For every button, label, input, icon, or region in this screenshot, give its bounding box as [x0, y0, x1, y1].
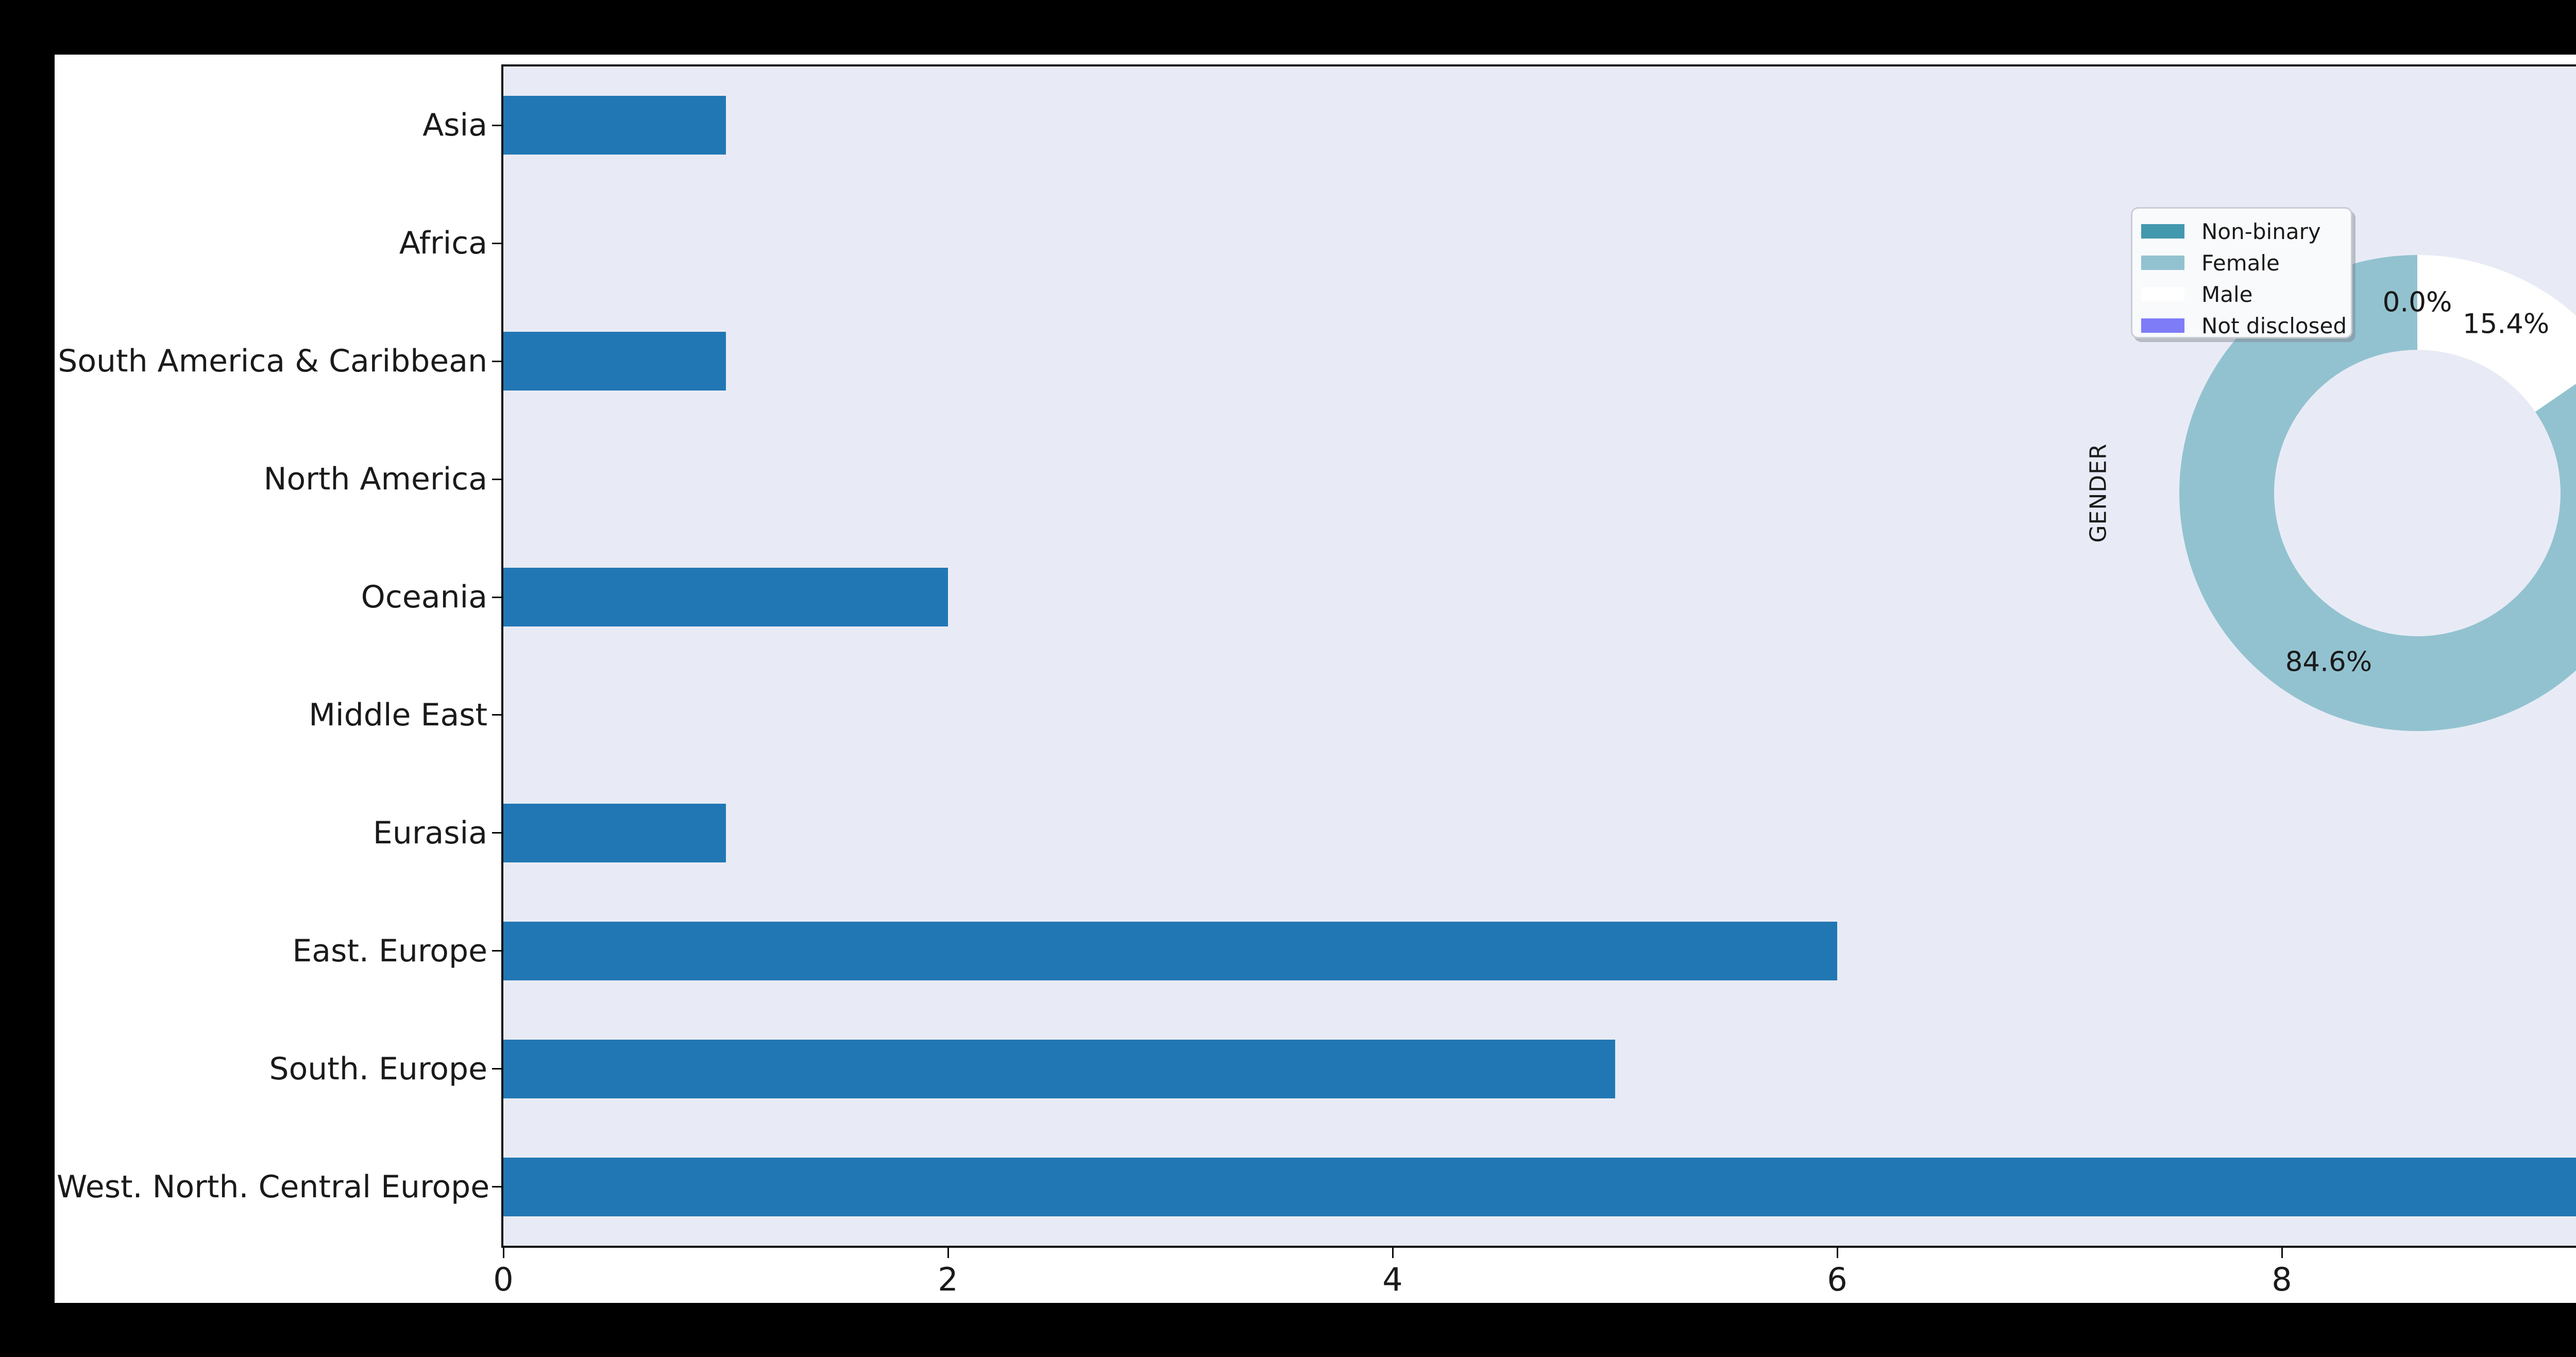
- bar: [503, 921, 1837, 980]
- x-tick-label: 6: [1827, 1261, 1848, 1298]
- y-tick-mark: [492, 360, 501, 362]
- x-tick-label: 8: [2272, 1261, 2292, 1298]
- pct-label: 84.6%: [2285, 646, 2372, 678]
- y-tick-mark: [492, 832, 501, 834]
- y-tick-label: North America: [263, 461, 487, 498]
- y-tick-mark: [492, 124, 501, 126]
- y-tick-label: South America & Caribbean: [58, 343, 487, 380]
- bar: [503, 1039, 1615, 1098]
- donut-axis-label: GENDER: [2085, 443, 2112, 543]
- legend-label: Male: [2201, 282, 2253, 307]
- y-tick-label: Oceania: [361, 579, 487, 616]
- legend-item: Non-binary: [2132, 216, 2351, 247]
- x-tick-label: 4: [1382, 1261, 1403, 1298]
- legend-swatch: [2141, 224, 2184, 239]
- y-tick-label: Asia: [422, 107, 487, 144]
- x-tick-label: 2: [938, 1261, 958, 1298]
- y-tick-label: Africa: [399, 225, 487, 262]
- legend-label: Female: [2201, 250, 2280, 276]
- x-tick-mark: [947, 1248, 949, 1258]
- y-tick-mark: [492, 596, 501, 598]
- x-tick-label: 0: [493, 1261, 514, 1298]
- y-tick-mark: [492, 242, 501, 244]
- x-tick-mark: [1836, 1248, 1838, 1258]
- legend-label: Not disclosed: [2201, 313, 2347, 338]
- legend-item: Female: [2132, 247, 2351, 279]
- legend-swatch: [2141, 287, 2184, 301]
- y-tick-mark: [492, 950, 501, 952]
- y-tick-label: Middle East: [309, 697, 487, 733]
- y-tick-mark: [492, 1068, 501, 1070]
- x-tick-mark: [2281, 1248, 2283, 1258]
- x-tick-mark: [502, 1248, 504, 1258]
- y-tick-mark: [492, 478, 501, 480]
- y-tick-label: West. North. Central Europe: [57, 1168, 490, 1205]
- bar: [503, 1157, 2576, 1216]
- legend-item: Male: [2132, 279, 2351, 310]
- bar: [503, 568, 948, 627]
- y-tick-label: Eurasia: [372, 815, 487, 851]
- pct-label: 0.0%: [2382, 286, 2452, 318]
- y-tick-mark: [492, 714, 501, 716]
- legend-swatch: [2141, 318, 2184, 333]
- pct-label: 15.4%: [2462, 308, 2550, 340]
- pct-label: 0.0%: [2382, 286, 2452, 318]
- legend-item: Not disclosed: [2132, 310, 2351, 342]
- bar: [503, 803, 726, 862]
- legend: Non-binary Female Male Not disclosed: [2131, 207, 2352, 338]
- y-tick-label: South. Europe: [269, 1050, 487, 1087]
- legend-swatch: [2141, 256, 2184, 270]
- bar: [503, 332, 726, 391]
- y-tick-mark: [492, 1186, 501, 1188]
- y-tick-label: East. Europe: [292, 932, 487, 969]
- legend-label: Non-binary: [2201, 219, 2321, 244]
- x-tick-mark: [1392, 1248, 1394, 1258]
- bar: [503, 96, 726, 155]
